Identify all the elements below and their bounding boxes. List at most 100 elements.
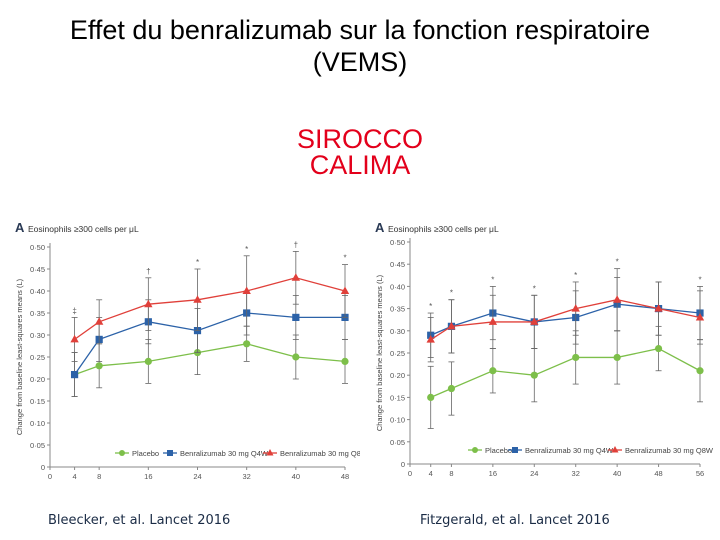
data-point — [447, 321, 456, 330]
data-point — [144, 357, 152, 365]
data-point — [341, 357, 349, 365]
data-point — [94, 317, 104, 325]
chart-subtitle: Eosinophils ≥300 cells per μL — [28, 224, 139, 234]
series-q8w — [70, 251, 350, 362]
data-point — [488, 317, 498, 325]
legend-marker — [167, 450, 173, 456]
x-tick-label: 8 — [449, 469, 453, 478]
data-point — [426, 335, 435, 343]
legend-label: Benralizumab 30 mg Q4W — [525, 446, 614, 455]
x-tick-label: 4 — [429, 469, 433, 478]
chart-calima: A Eosinophils ≥300 cells per μL 0 0·05 0·10 0… — [375, 220, 714, 478]
y-tick-label: 0·25 — [30, 353, 45, 362]
panel-label: A — [15, 220, 25, 235]
x-tick-label: 32 — [572, 469, 580, 478]
legend-marker — [266, 449, 274, 456]
series-q4w — [70, 290, 349, 398]
series-line — [74, 277, 346, 340]
x-tick-label: 40 — [292, 472, 300, 481]
y-tick-label: 0·20 — [30, 375, 45, 384]
series-line — [74, 312, 345, 375]
y-tick-label: 0·10 — [390, 416, 405, 425]
significance-marker: * — [533, 284, 536, 293]
slide-title: Effet du benralizumab sur la fonction re… — [0, 14, 720, 78]
study-label-calima: CALIMA — [309, 150, 411, 180]
legend-label: Benralizumab 30 mg Q8W — [625, 446, 714, 455]
series-line — [430, 299, 701, 341]
legend-label: Benralizumab 30 mg Q4W — [180, 449, 269, 458]
y-tick-label: 0·40 — [30, 287, 45, 296]
slide-title-line1: Effet du benralizumab sur la fonction re… — [69, 15, 651, 45]
series-q4w — [427, 277, 704, 358]
y-tick-label: 0·25 — [390, 349, 405, 358]
x-tick-label: 32 — [242, 472, 250, 481]
y-tick-label: 0 — [401, 460, 405, 469]
data-point — [95, 362, 103, 370]
x-tick-label: 16 — [144, 472, 152, 481]
significance-marker: * — [245, 245, 248, 254]
x-tick-label: 48 — [654, 469, 662, 478]
x-tick-label: 56 — [696, 469, 704, 478]
legend-label: Benralizumab 30 mg Q8W — [280, 449, 360, 458]
legend-marker — [512, 447, 518, 453]
x-tick-label: 0 — [48, 472, 52, 481]
panel-label: A — [375, 220, 385, 235]
data-point — [447, 384, 456, 393]
y-tick-label: 0·05 — [30, 441, 45, 450]
legend-marker — [119, 450, 125, 456]
data-point — [242, 286, 251, 294]
y-tick-label: 0·15 — [390, 393, 405, 402]
significance-marker: * — [574, 271, 577, 280]
y-tick-label: 0·30 — [30, 331, 45, 340]
data-point — [654, 344, 663, 353]
y-axis-label: Change from baseline least-squares means… — [375, 274, 384, 431]
data-point — [654, 304, 663, 312]
y-tick-label: 0·15 — [30, 397, 45, 406]
series-line — [430, 303, 701, 336]
y-tick-label: 0·40 — [390, 282, 405, 291]
data-point — [530, 371, 538, 379]
y-tick-label: 0·50 — [30, 243, 45, 252]
series-line — [74, 343, 346, 376]
y-tick-label: 0·50 — [390, 238, 405, 247]
data-point — [695, 312, 705, 321]
x-tick-label: 8 — [97, 472, 101, 481]
y-tick-label: 0·45 — [30, 265, 45, 274]
x-tick-label: 24 — [193, 472, 201, 481]
legend-label: Placebo — [132, 449, 159, 458]
data-point — [193, 295, 202, 303]
data-point — [70, 371, 79, 379]
significance-marker: † — [294, 240, 298, 249]
y-tick-label: 0·35 — [30, 309, 45, 318]
legend-marker — [611, 446, 619, 453]
significance-marker: † — [146, 267, 150, 276]
citation-fitzgerald: Fitzgerald, et al. Lancet 2016 — [420, 513, 610, 528]
legend-marker — [472, 447, 478, 453]
series-placebo — [70, 325, 349, 398]
significance-marker: * — [429, 302, 432, 311]
chart-sirocco: A Eosinophils ≥300 cells per μL 0 0·05 0·10 0… — [15, 220, 360, 481]
x-tick-label: 0 — [408, 469, 412, 478]
data-point — [340, 286, 350, 294]
significance-marker: * — [698, 275, 701, 284]
data-point — [696, 367, 704, 375]
y-tick-label: 0·45 — [390, 260, 405, 269]
y-axis-label: Change from baseline least-squares means… — [15, 278, 24, 435]
citation-bleecker: Bleecker, et al. Lancet 2016 — [48, 513, 231, 528]
data-point — [571, 304, 580, 312]
data-point — [144, 299, 153, 308]
series-line — [430, 347, 701, 398]
data-point — [572, 353, 580, 362]
data-point — [612, 295, 622, 303]
x-tick-label: 16 — [489, 469, 497, 478]
y-tick-label: 0·10 — [30, 419, 45, 428]
significance-marker: * — [450, 289, 453, 298]
data-point — [70, 334, 79, 343]
data-point — [243, 340, 251, 348]
data-point — [291, 273, 301, 281]
y-tick-label: 0·05 — [390, 438, 405, 447]
data-point — [613, 353, 621, 362]
slide-title-line2: (VEMS) — [312, 47, 408, 77]
significance-marker: * — [616, 258, 619, 267]
chart-subtitle: Eosinophils ≥300 cells per μL — [388, 224, 499, 234]
